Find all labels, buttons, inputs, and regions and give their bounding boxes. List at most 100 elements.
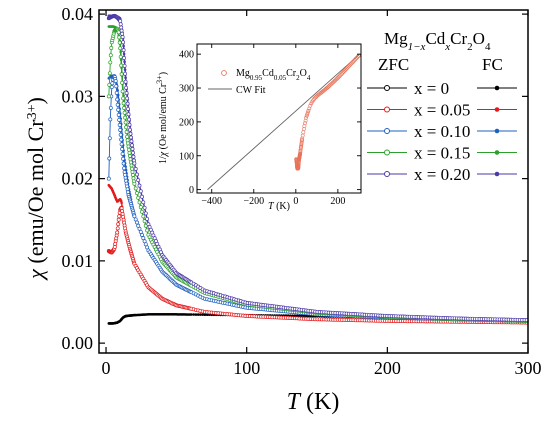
data-point [128, 127, 132, 132]
data-point [129, 135, 133, 140]
legend-label: x = 0.05 [414, 101, 470, 120]
data-point [117, 123, 122, 127]
legend-row: x = 0.10 [367, 122, 517, 141]
data-point [136, 195, 141, 200]
inset-data-point [298, 151, 303, 156]
data-point [302, 314, 306, 318]
data-point [192, 313, 195, 316]
inset-data-point [298, 150, 303, 155]
data-point [123, 71, 128, 76]
inset-data-point [353, 57, 358, 61]
legend-label: x = 0.10 [414, 122, 470, 141]
data-point [121, 156, 126, 161]
inset-data-point [339, 72, 344, 76]
legend-row: x = 0.20 [367, 165, 517, 184]
data-point [127, 117, 131, 122]
legend-fc-marker [494, 150, 500, 155]
data-point [141, 200, 146, 205]
data-point [138, 229, 143, 234]
data-point [118, 128, 123, 132]
data-point [133, 186, 138, 191]
inset-y-tick-label: 400 [179, 50, 194, 61]
data-point [107, 82, 112, 87]
inset-background [197, 44, 361, 193]
data-point [304, 314, 308, 318]
data-point [119, 28, 124, 33]
data-point [125, 134, 130, 139]
data-point [118, 22, 123, 27]
inset-data-point [341, 69, 346, 74]
data-point [127, 150, 132, 155]
data-point [130, 143, 134, 148]
data-point [138, 205, 143, 210]
legend-fc-marker [494, 85, 500, 91]
data-point [118, 19, 123, 24]
inset-data-point [325, 85, 330, 90]
data-point [194, 313, 198, 316]
inset-data-point [352, 58, 357, 62]
x-tick-label: 200 [374, 358, 401, 378]
data-point [122, 56, 127, 60]
inset-legend-data-label: Mg0.95Cd0.05Cr2O4 [236, 68, 311, 82]
data-point [140, 233, 144, 237]
inset-data-point [330, 81, 335, 85]
data-point [109, 46, 114, 50]
y-tick-label: 0.02 [62, 169, 94, 189]
data-point [137, 200, 142, 205]
data-point [126, 141, 130, 146]
data-point [141, 214, 146, 219]
inset-y-axis-title: 1/χ (Oe mol/emu Cr3+) [155, 72, 170, 164]
data-point [118, 54, 123, 59]
data-point [127, 122, 132, 127]
data-point [131, 154, 136, 159]
inset-data-point [326, 84, 331, 89]
data-point [298, 314, 301, 318]
data-point [300, 314, 304, 318]
data-point [110, 81, 115, 86]
inset-data-point [354, 56, 359, 60]
data-point [113, 79, 118, 83]
inset-data-point [299, 142, 304, 147]
inset-data-point [344, 66, 349, 71]
legend-row: x = 0.15 [367, 144, 517, 163]
inset-legend-data-marker [221, 70, 227, 76]
data-point [119, 72, 124, 77]
data-point [126, 144, 131, 149]
data-point [132, 161, 137, 166]
data-point [131, 150, 135, 155]
data-point [126, 106, 130, 111]
data-point [116, 222, 121, 227]
data-point [137, 226, 142, 231]
inset-data-point [298, 146, 303, 151]
inset-data-point [347, 63, 352, 68]
y-tick-label: 0.01 [62, 251, 94, 271]
data-point [127, 147, 131, 152]
inset-data-point [349, 61, 354, 66]
data-point [122, 63, 127, 68]
inset-data-point [304, 113, 309, 118]
data-point [108, 53, 113, 58]
data-point [114, 90, 119, 95]
data-point [295, 314, 299, 318]
data-point [190, 313, 193, 316]
inset-legend: Mg0.95Cd0.05Cr2O4 CW Fit [208, 68, 311, 96]
data-point [130, 147, 135, 151]
data-point [128, 154, 132, 158]
data-point [143, 211, 148, 216]
legend-fc-marker [494, 107, 500, 112]
data-point [107, 136, 112, 141]
data-point [128, 131, 133, 136]
data-point [115, 102, 120, 107]
legend-label: x = 0.15 [414, 144, 470, 163]
data-point [137, 183, 142, 188]
data-point [121, 96, 126, 101]
data-point [120, 201, 123, 205]
data-point [115, 230, 120, 235]
inset-data-point [300, 138, 304, 142]
inset-x-axis-title: T (K) [268, 201, 290, 212]
inset-data-point [334, 77, 339, 82]
inset-plot-marks [197, 44, 361, 193]
inset-data-point [299, 140, 304, 145]
data-point [120, 147, 125, 152]
